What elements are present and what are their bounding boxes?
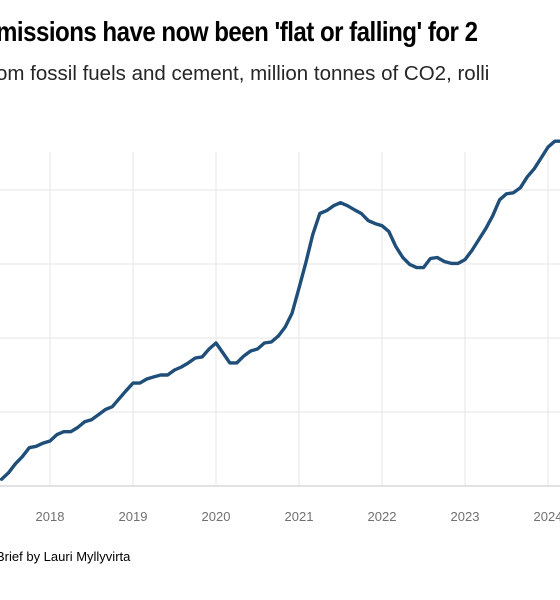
x-tick-label: 2024 <box>534 509 560 524</box>
grid <box>0 152 560 486</box>
x-tick-label: 2020 <box>202 509 231 524</box>
x-axis: 2018 2019 2020 2021 2022 2023 2024 <box>0 485 560 524</box>
x-tick-label: 2018 <box>36 509 65 524</box>
source-credit: Brief by Lauri Myllyvirta <box>0 549 131 564</box>
chart-title: missions have now been 'flat or falling'… <box>0 16 478 47</box>
x-tick-label: 2021 <box>285 509 314 524</box>
x-tick-label: 2019 <box>119 509 148 524</box>
x-tick-label: 2023 <box>451 509 480 524</box>
series-line-0 <box>0 139 560 481</box>
x-tick-label: 2022 <box>368 509 397 524</box>
chart-subtitle: om fossil fuels and cement, million tonn… <box>0 62 490 85</box>
series <box>0 139 560 481</box>
